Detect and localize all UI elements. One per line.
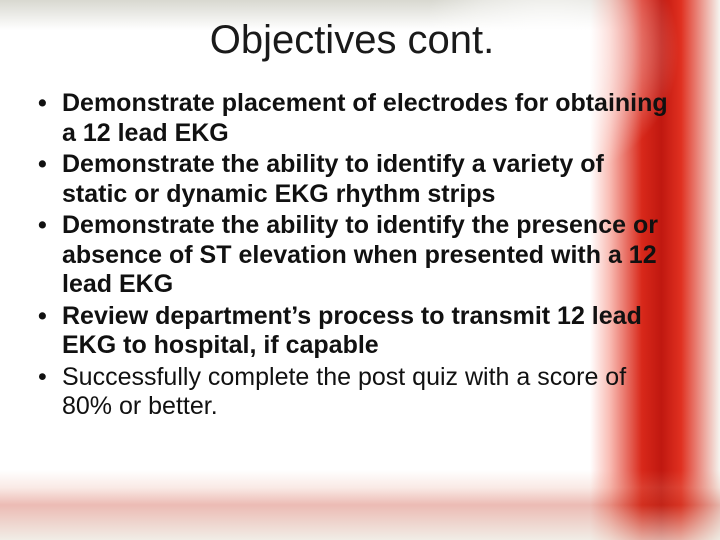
slide-content: Objectives cont. Demonstrate placement o… <box>0 0 720 422</box>
bullet-item: Demonstrate the ability to identify a va… <box>62 150 670 209</box>
bullet-item: Successfully complete the post quiz with… <box>62 363 670 422</box>
bg-bottom-fade <box>0 470 720 540</box>
slide-title: Objectives cont. <box>34 18 670 63</box>
bullet-item: Review department’s process to transmit … <box>62 302 670 361</box>
bullet-list: Demonstrate placement of electrodes for … <box>34 89 670 422</box>
bullet-item: Demonstrate the ability to identify the … <box>62 211 670 300</box>
bullet-item: Demonstrate placement of electrodes for … <box>62 89 670 148</box>
